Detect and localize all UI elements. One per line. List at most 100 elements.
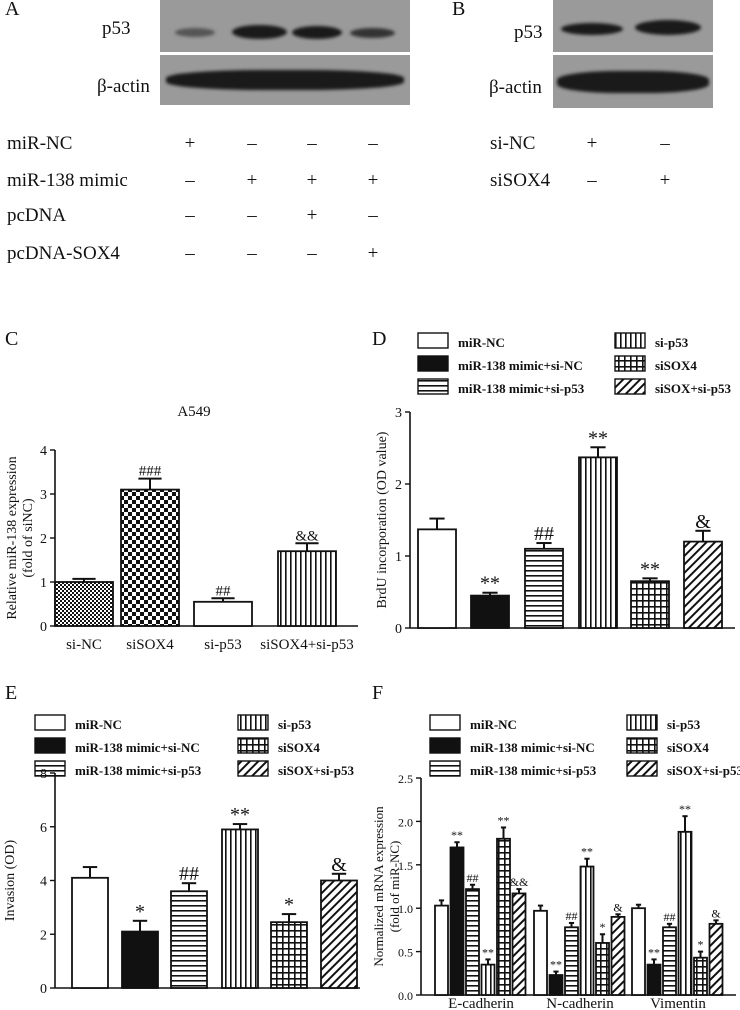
f-significance-label: * (698, 938, 704, 952)
e-legend-swatch (34, 760, 66, 777)
f-x-tick-label: Vimentin (650, 996, 706, 1010)
f-significance-label: ** (451, 828, 463, 842)
d-ytick-label: 2 (395, 478, 402, 493)
f-significance-label: & (613, 900, 623, 914)
e-bar (71, 876, 109, 989)
e-ytick-label: 8 (40, 767, 47, 782)
f-bar (693, 956, 708, 996)
f-legend-swatch (626, 760, 658, 777)
f-bar (548, 974, 564, 996)
d-bar (417, 528, 457, 629)
panel-a-row-sign: – (368, 133, 378, 154)
c-bar (193, 600, 253, 627)
f-ytick-label: 1.0 (398, 902, 413, 916)
f-significance-label: & (711, 906, 721, 920)
f-legend-swatch (429, 737, 461, 754)
f-legend-label: miR-138 mimic+si-p53 (470, 763, 597, 778)
c-y-label: (fold of siNC) (21, 498, 36, 578)
f-bar (533, 909, 548, 996)
e-significance-label: * (135, 901, 145, 923)
f-bar (595, 942, 610, 996)
f-legend-label: siSOX+si-p53 (667, 763, 740, 778)
f-bar (449, 846, 465, 996)
f-bar (465, 888, 480, 996)
e-bar (121, 930, 159, 989)
panel-letter-a: A (5, 0, 20, 20)
f-ytick-label: 0.5 (398, 946, 413, 960)
f-bar (631, 907, 646, 996)
f-legend-swatch (626, 737, 658, 754)
panel-a-row-sign: + (306, 170, 318, 191)
e-legend-swatch (34, 737, 66, 754)
f-legend-label: si-p53 (667, 717, 701, 732)
e-legend-label: miR-NC (75, 717, 122, 732)
c-ytick-label: 3 (40, 488, 47, 503)
panel-a-row-sign: + (246, 170, 258, 191)
f-significance-label: && (510, 875, 529, 889)
d-legend-swatch (614, 332, 646, 349)
panel-a-row-sign: – (185, 243, 195, 264)
d-legend-swatch (614, 378, 646, 395)
e-significance-label: ** (230, 804, 250, 826)
c-bar (54, 581, 114, 627)
d-legend-label: miR-138 mimic+si-NC (458, 358, 583, 373)
e-legend-swatch (237, 737, 269, 754)
f-legend-label: siSOX4 (667, 740, 709, 755)
d-legend-swatch (417, 378, 449, 395)
panel-a-row-label: miR-138 mimic (7, 170, 128, 191)
panel-a-row-label: pcDNA-SOX4 (7, 243, 120, 264)
f-legend-swatch (429, 714, 461, 731)
f-bar (496, 837, 511, 996)
panel-b-row-sign: + (659, 170, 671, 191)
d-bar (630, 580, 670, 629)
f-bar (662, 926, 677, 996)
panel-b-row-sign: + (586, 133, 598, 154)
panel-b-row-label: si-NC (490, 133, 536, 154)
d-legend-label: siSOX+si-p53 (655, 381, 732, 396)
d-ytick-label: 1 (395, 550, 402, 565)
panel-a-row-label: miR-NC (7, 133, 73, 154)
d-ytick-label: 0 (395, 622, 402, 637)
c-x-tick-label: siSOX4+si-p53 (260, 637, 353, 653)
d-bar (683, 540, 723, 629)
e-significance-label: & (331, 854, 347, 876)
f-significance-label: ** (498, 813, 510, 827)
panel-a-row-sign: + (367, 243, 379, 264)
e-y-label: Invasion (OD) (3, 840, 18, 922)
e-legend-label: siSOX+si-p53 (278, 763, 355, 778)
c-significance-label: ### (139, 464, 162, 480)
e-ytick-label: 6 (40, 821, 47, 836)
c-y-label: Relative miR-138 expression (5, 456, 20, 619)
f-bar (677, 830, 693, 996)
e-legend-label: miR-138 mimic+si-NC (75, 740, 200, 755)
e-bar (170, 890, 208, 989)
f-bar (610, 915, 626, 996)
f-ytick-label: 2.5 (398, 772, 413, 786)
d-significance-label: ** (480, 573, 500, 595)
f-significance-label: ## (664, 910, 676, 924)
d-ytick-label: 3 (395, 406, 402, 421)
e-bar (221, 828, 259, 989)
d-legend-swatch (417, 355, 449, 372)
d-legend-label: miR-NC (458, 335, 505, 350)
e-ytick-label: 4 (40, 875, 47, 890)
panel-letter-d: D (372, 328, 387, 350)
e-legend-label: si-p53 (278, 717, 312, 732)
panel-a-row-sign: – (185, 170, 195, 191)
f-legend-swatch (429, 760, 461, 777)
f-significance-label: ** (550, 958, 562, 972)
d-significance-label: ** (588, 427, 608, 449)
c-ytick-label: 0 (40, 620, 47, 635)
f-significance-label: ## (566, 909, 578, 923)
panel-b-row-label: siSOX4 (490, 170, 551, 191)
panel-a-row-label: pcDNA (7, 205, 67, 226)
d-legend-label: siSOX4 (655, 358, 697, 373)
c-x-tick-label: siSOX4 (126, 637, 174, 653)
d-significance-label: & (695, 511, 711, 533)
c-significance-label: ## (216, 583, 232, 599)
f-legend-swatch (626, 714, 658, 731)
panel-a-row-sign: + (184, 133, 196, 154)
c-x-tick-label: si-p53 (204, 637, 242, 653)
e-legend-swatch (237, 760, 269, 777)
band-label-p53-a: p53 (102, 18, 131, 39)
